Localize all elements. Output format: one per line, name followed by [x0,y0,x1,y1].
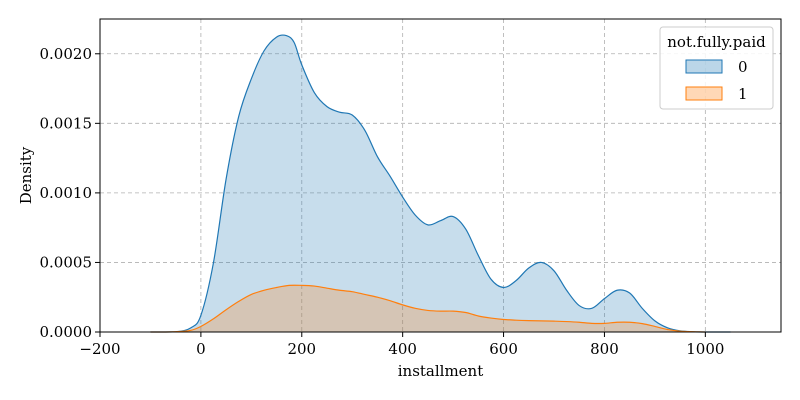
legend-title: not.fully.paid [667,33,766,51]
y-tick-label: 0.0005 [40,253,93,271]
series-0-area [150,35,731,332]
density-areas [150,34,731,333]
series-0-line [150,34,731,333]
x-tick-label: 1000 [686,340,724,358]
x-tick-label: −200 [79,340,120,358]
legend-label-0: 0 [738,58,748,76]
y-axis-label: Density [17,146,35,204]
series-1-area [150,285,706,332]
legend-label-1: 1 [738,85,748,103]
x-axis-label: installment [398,362,484,380]
x-tick-label: 0 [196,340,206,358]
x-tick-label: 200 [287,340,316,358]
series-1-line [150,284,706,333]
y-tick-label: 0.0020 [40,45,93,63]
y-tick-label: 0.0010 [40,184,93,202]
x-tick-label: 600 [489,340,518,358]
legend-swatch-0 [685,59,723,74]
x-tick-label: 800 [590,340,619,358]
y-tick-label: 0.0000 [40,323,93,341]
y-axis: 0.0000 0.0005 0.0010 0.0015 0.0020 [40,45,100,341]
x-tick-label: 400 [388,340,417,358]
x-axis: −200 0 200 400 600 800 1000 [79,332,724,358]
legend-box [659,26,774,110]
y-tick-label: 0.0015 [40,114,93,132]
legend: not.fully.paid 0 1 [659,26,774,110]
plot-frame [99,18,782,333]
legend-swatch-1 [685,86,723,101]
